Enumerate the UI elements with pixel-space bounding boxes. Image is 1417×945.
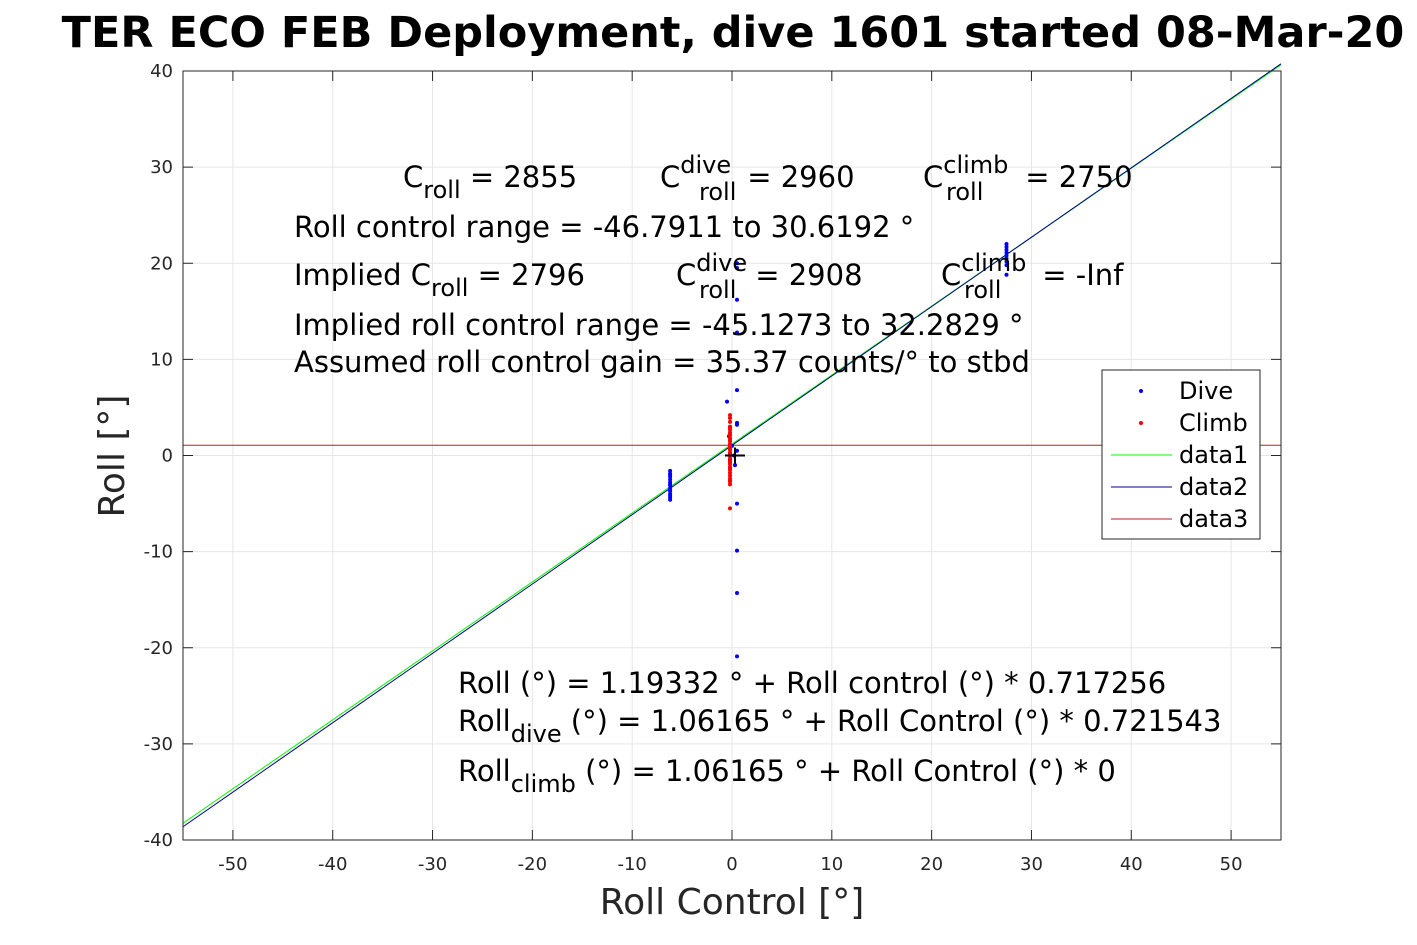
point-dive xyxy=(734,501,739,506)
point-climb xyxy=(728,441,733,446)
point-dive xyxy=(725,399,730,404)
y-tick-label: -20 xyxy=(144,638,173,659)
annotation-implied-c-roll-climb: Cclimb roll = -Inf xyxy=(941,249,1124,304)
legend-label-dive: Dive xyxy=(1179,377,1233,405)
annotation-implied-c-roll: Implied Croll = 2796 xyxy=(294,258,585,302)
x-tick-label: 50 xyxy=(1220,854,1243,875)
point-dive xyxy=(668,488,673,493)
point-dive xyxy=(1004,244,1009,249)
legend-label-data3: data3 xyxy=(1179,505,1248,533)
point-dive xyxy=(734,422,739,427)
x-tick-label: -30 xyxy=(418,854,447,875)
point-dive xyxy=(668,468,673,473)
x-tick-label: 0 xyxy=(726,854,737,875)
point-climb xyxy=(728,482,733,487)
legend-label-data1: data1 xyxy=(1179,441,1248,469)
annotation-c-roll: Croll = 2855 xyxy=(403,160,577,204)
y-tick-label: -30 xyxy=(144,734,173,755)
y-tick-label: -10 xyxy=(144,542,173,563)
point-climb xyxy=(728,413,733,418)
legend-marker-dive xyxy=(1139,389,1143,393)
cross-marker-layer xyxy=(724,447,745,464)
point-climb xyxy=(728,425,733,430)
point-climb xyxy=(728,461,733,466)
y-tick-label: -40 xyxy=(144,830,173,851)
point-climb xyxy=(728,506,733,511)
point-climb xyxy=(728,478,733,483)
point-climb xyxy=(728,466,733,471)
point-climb xyxy=(728,473,733,478)
x-tick-label: -40 xyxy=(318,854,347,875)
annotation-fit-all: Roll (°) = 1.19332 ° + Roll control (°) … xyxy=(458,666,1166,700)
x-tick-label: -10 xyxy=(617,854,646,875)
point-dive xyxy=(668,497,673,502)
point-dive xyxy=(668,472,673,477)
point-dive xyxy=(1004,256,1009,261)
annotation-c-roll-climb: Cclimb roll = 2750 xyxy=(923,151,1133,206)
point-dive xyxy=(732,463,737,468)
point-dive xyxy=(734,548,739,553)
chart-title: TER ECO FEB Deployment, dive 1601 starte… xyxy=(62,8,1405,58)
x-tick-label: 20 xyxy=(920,854,943,875)
point-dive xyxy=(1004,272,1009,277)
y-tick-label: 10 xyxy=(150,349,173,370)
annotation-implied-c-roll-dive: Cdive roll = 2908 xyxy=(676,249,863,304)
x-axis-label: Roll Control [°] xyxy=(600,882,865,923)
point-climb xyxy=(728,438,733,443)
point-dive xyxy=(734,330,739,335)
point-dive xyxy=(734,266,739,271)
annotation-fit-dive: Rolldive (°) = 1.06165 ° + Roll Control … xyxy=(458,704,1221,748)
point-dive xyxy=(1004,247,1009,252)
point-climb xyxy=(728,416,733,421)
legend-entry-climb: Climb xyxy=(1139,409,1248,437)
point-climb xyxy=(728,432,733,437)
legend-marker-climb xyxy=(1139,421,1143,425)
point-climb xyxy=(728,419,733,424)
point-dive xyxy=(1004,263,1009,268)
point-dive xyxy=(734,654,739,659)
point-dive xyxy=(1004,259,1009,264)
annotation-assumed-gain: Assumed roll control gain = 35.37 counts… xyxy=(294,345,1030,379)
y-axis-ticks: -40 -30 -20 -10 0 10 20 30 40 xyxy=(144,61,1281,851)
x-tick-label: 10 xyxy=(820,854,843,875)
y-tick-label: 0 xyxy=(162,446,173,467)
x-tick-label: 30 xyxy=(1020,854,1043,875)
legend-entry-data2: data2 xyxy=(1111,473,1248,501)
legend: Dive Climb data1 data2 data3 xyxy=(1101,369,1261,540)
legend-entry-data1: data1 xyxy=(1111,441,1248,469)
point-dive xyxy=(734,261,739,266)
point-dive xyxy=(1004,250,1009,255)
series-points-dive xyxy=(668,242,1009,659)
point-dive xyxy=(668,477,673,482)
point-dive xyxy=(1004,242,1009,247)
y-tick-label: 40 xyxy=(150,61,173,82)
point-dive xyxy=(1004,253,1009,258)
legend-label-climb: Climb xyxy=(1179,409,1248,437)
point-dive xyxy=(734,388,739,393)
x-tick-label: 40 xyxy=(1120,854,1143,875)
y-axis-label: Roll [°] xyxy=(92,395,133,518)
annotation-c-roll-dive: Cdive roll = 2960 xyxy=(660,151,855,206)
annotation-fit-climb: Rollclimb (°) = 1.06165 ° + Roll Control… xyxy=(458,754,1116,798)
x-tick-label: -20 xyxy=(518,854,547,875)
point-climb xyxy=(728,456,733,461)
x-axis-ticks: -50 -40 -30 -20 -10 0 10 20 30 40 50 xyxy=(218,71,1243,875)
point-dive xyxy=(668,482,673,487)
y-tick-label: 20 xyxy=(150,253,173,274)
x-tick-label: -50 xyxy=(218,854,247,875)
legend-label-data2: data2 xyxy=(1179,473,1248,501)
point-climb xyxy=(728,470,733,475)
legend-entry-data3: data3 xyxy=(1111,505,1248,533)
y-tick-label: 30 xyxy=(150,157,173,178)
point-dive xyxy=(734,297,739,302)
annotation-roll-control-range: Roll control range = -46.7911 to 30.6192… xyxy=(294,210,914,244)
annotation-implied-range: Implied roll control range = -45.1273 to… xyxy=(294,308,1024,342)
point-dive xyxy=(734,590,739,595)
legend-entry-dive: Dive xyxy=(1139,377,1233,405)
point-climb xyxy=(728,445,733,450)
